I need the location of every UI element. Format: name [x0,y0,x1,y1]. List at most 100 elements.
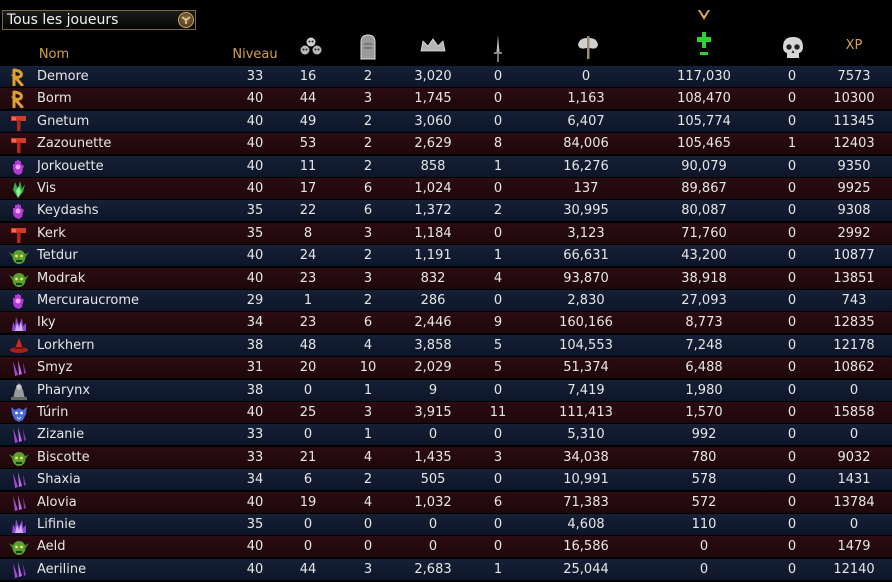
kills-cell: 16 [299,69,317,84]
level-cell: 40 [246,248,264,264]
kills-cell: 0 [303,539,313,555]
column-header-healing[interactable] [680,0,728,66]
player-row[interactable]: Shaxia 34 6 2 505 0 10,991 578 0 1431 [0,469,892,492]
player-row[interactable]: Tetdur 40 24 2 1,191 1 66,631 43,200 0 10877 [0,245,892,268]
damage-cell: 137 [573,181,599,196]
player-row[interactable]: Pharynx 38 0 1 9 0 7,419 1,980 0 0 [0,379,892,402]
player-row[interactable]: Modrak 40 23 3 832 4 93,870 38,918 0 13851 [0,267,892,290]
deathblows-cell: 1 [493,248,503,264]
level-cell: 33 [246,69,264,84]
player-filter-dropdown[interactable]: Tous les joueurs [2,10,196,30]
player-row[interactable]: Biscotte 33 21 4 1,435 3 34,038 780 0 9032 [0,446,892,469]
row-divider [0,512,892,514]
player-name-cell: Tetdur [37,248,78,264]
xp-cell: 9308 [837,203,871,219]
kills-cell: 0 [303,517,313,532]
column-header-deathblows[interactable] [484,0,512,66]
column-header-name[interactable]: Nom [9,0,99,66]
level-cell: 40 [246,494,264,510]
column-header-renown[interactable] [410,0,456,66]
killed-by-cell: 0 [787,113,797,129]
row-divider [0,557,892,559]
killed-by-cell: 0 [787,270,797,286]
killed-by-cell: 0 [787,225,797,241]
hammer-icon [11,138,26,154]
deaths-cell: 10 [359,360,377,376]
player-row[interactable]: Keydashs 35 22 6 1,372 2 30,995 80,087 0 9308 [0,200,892,223]
player-row[interactable]: Kerk 35 8 3 1,184 0 3,123 71,760 0 2992 [0,222,892,245]
player-name-cell: Lorkhern [37,337,95,353]
player-row[interactable]: Aeriline 40 44 3 2,683 1 25,044 0 0 12140 [0,558,892,581]
player-row[interactable]: Vis 40 17 6 1,024 0 137 89,867 0 9925 [0,178,892,200]
player-name-cell: Alovia [37,494,77,510]
player-row[interactable]: Túrin 40 25 3 3,915 11 111,413 1,570 0 15858 [0,402,892,424]
column-header-kills[interactable] [292,0,330,66]
column-header-xp[interactable]: XP [828,0,880,66]
row-divider [0,154,892,156]
player-name-cell: Borm [37,91,72,107]
healing-cell: 780 [691,449,717,465]
kills-cell: 21 [299,449,317,465]
damage-cell: 1,163 [567,91,605,107]
player-row[interactable]: Borm 40 44 3 1,745 0 1,163 108,470 0 10300 [0,88,892,111]
kills-cell: 0 [303,427,313,443]
player-row[interactable]: Lifinie 35 0 0 0 0 4,608 110 0 0 [0,514,892,536]
player-name-cell: Smyz [37,360,73,376]
healing-cell: 0 [699,539,709,555]
xp-cell: 15858 [833,405,875,420]
xp-cell: 10877 [833,248,875,264]
player-name-cell: Túrin [37,405,69,420]
player-row[interactable]: Smyz 31 20 10 2,029 5 51,374 6,488 0 10862 [0,357,892,380]
player-row[interactable]: Mercuraucrome 29 1 2 286 0 2,830 27,093 0 743 [0,290,892,312]
deaths-cell: 0 [363,517,373,532]
kills-cell: 11 [299,158,317,174]
xp-cell: 12178 [833,337,875,353]
rune-icon [10,68,24,86]
goblin-icon [9,272,29,287]
magic-hand-icon [13,159,24,175]
kills-cell: 25 [299,405,317,420]
column-header-deaths[interactable] [350,0,386,66]
row-divider [0,467,892,469]
player-row[interactable]: Lorkhern 38 48 4 3,858 5 104,553 7,248 0 12178 [0,334,892,357]
player-row[interactable]: Zazounette 40 53 2 2,629 8 84,006 105,465 1 12403 [0,133,892,156]
row-divider [0,333,892,335]
xp-cell: 2992 [837,225,871,241]
player-name-cell: Aeriline [37,561,87,577]
deaths-cell: 4 [363,337,373,353]
deathblows-cell: 0 [493,181,503,196]
deathblows-cell: 1 [493,561,503,577]
dropdown-arrow-icon[interactable] [178,12,194,28]
skulls-icon [299,35,323,66]
player-row[interactable]: Jorkouette 40 11 2 858 1 16,276 90,079 0 9350 [0,155,892,178]
player-row[interactable]: Zizanie 33 0 1 0 0 5,310 992 0 0 [0,424,892,447]
player-name-cell: Zizanie [37,427,85,443]
player-row[interactable]: Aeld 40 0 0 0 0 16,586 0 0 1479 [0,536,892,559]
player-row[interactable]: Gnetum 40 49 2 3,060 0 6,407 105,774 0 11345 [0,110,892,133]
goblin-icon [9,541,29,556]
column-header-damage[interactable] [570,0,606,66]
healing-cell: 43,200 [681,248,727,264]
damage-cell: 4,608 [567,517,605,532]
player-row[interactable]: Demore 33 16 2 3,020 0 0 117,030 0 7573 [0,66,892,88]
goblin-icon [9,250,29,265]
deathblows-cell: 5 [493,337,503,353]
deathblows-cell: 0 [493,225,503,241]
killed-by-cell: 0 [787,561,797,577]
healing-cell: 89,867 [681,181,727,196]
level-cell: 33 [246,427,264,443]
player-row[interactable]: Iky 34 23 6 2,446 9 160,166 8,773 0 12835 [0,312,892,335]
wolf-icon [11,407,27,422]
column-header-level[interactable]: Niveau [224,0,286,66]
damage-cell: 0 [581,69,591,84]
player-row[interactable]: Alovia 40 19 4 1,032 6 71,383 572 0 13784 [0,491,892,514]
kills-cell: 53 [299,136,317,152]
killed-by-cell: 1 [787,136,797,152]
healing-cell: 8,773 [685,315,723,331]
column-header-killed-by[interactable] [778,0,808,66]
row-divider [0,109,892,111]
player-name-cell: Aeld [37,539,66,555]
player-name-cell: Biscotte [37,449,90,465]
row-divider [0,423,892,424]
renown-cell: 3,858 [414,337,452,353]
